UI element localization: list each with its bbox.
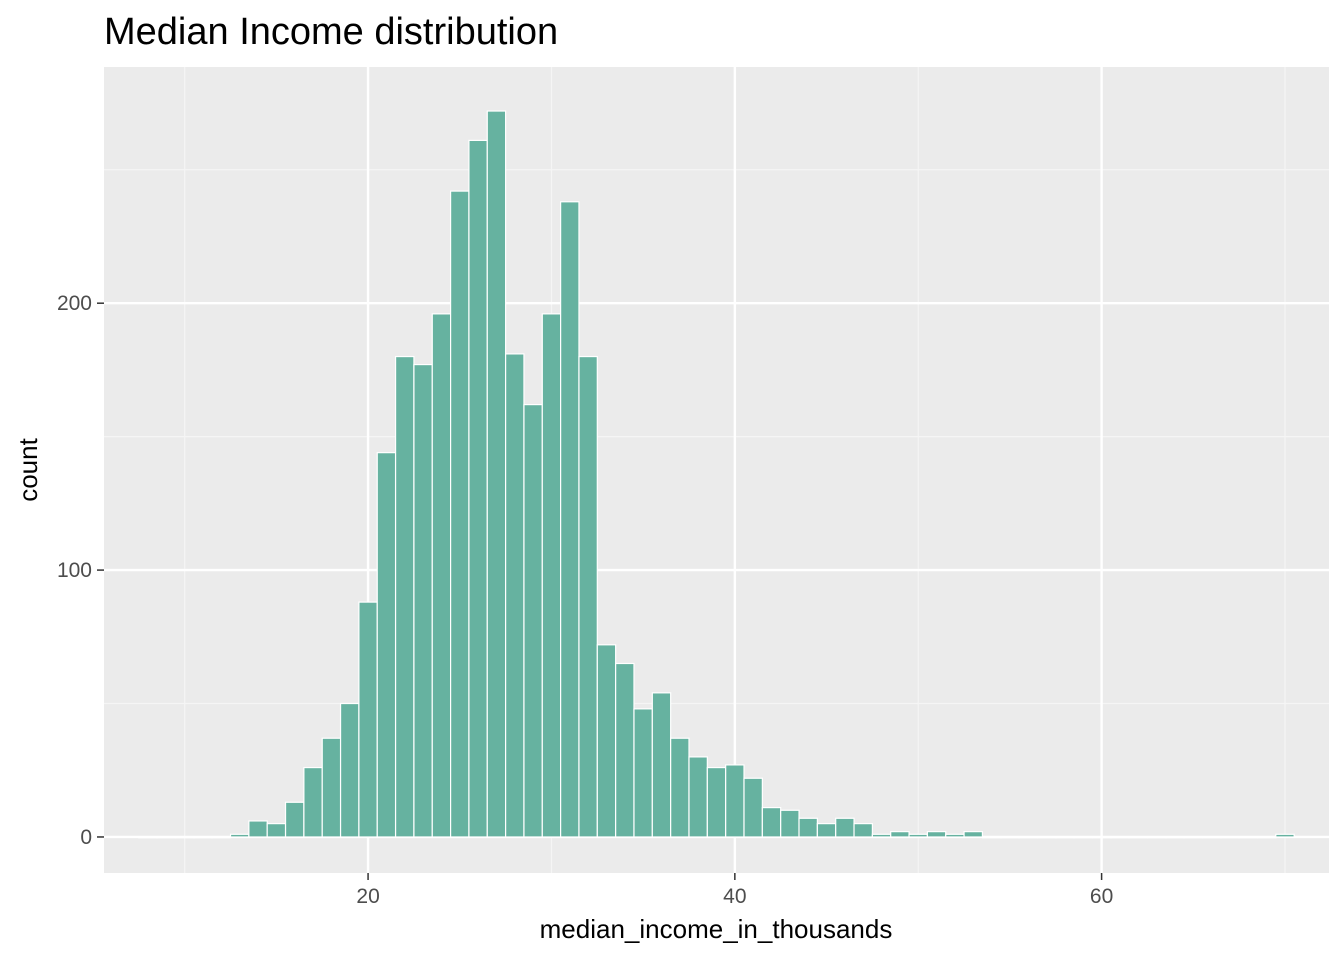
histogram-bar xyxy=(376,452,397,838)
histogram-bar xyxy=(211,836,232,839)
histogram-bar xyxy=(908,833,928,838)
y-tick-label: 0 xyxy=(80,826,92,849)
x-axis-title: median_income_in_thousands xyxy=(540,914,893,944)
minor-gridlines xyxy=(104,67,1329,873)
histogram-bar xyxy=(541,313,562,838)
histogram-bar xyxy=(596,644,617,838)
histogram-bar xyxy=(266,823,287,838)
x-axis-ticks: 20 40 60 xyxy=(356,873,1113,908)
y-axis-ticks: 0 100 200 xyxy=(57,292,104,849)
histogram-bar xyxy=(431,313,452,838)
histogram-bar xyxy=(633,708,653,838)
histogram-bar xyxy=(1110,836,1130,839)
plot-panel xyxy=(104,67,1329,873)
histogram-bar xyxy=(670,737,690,838)
histogram-bar xyxy=(339,702,360,838)
x-tick-label: 20 xyxy=(356,885,379,908)
histogram-bar xyxy=(229,833,250,838)
histogram-bar xyxy=(1036,836,1057,839)
histogram-bar xyxy=(486,110,507,838)
histogram-bar xyxy=(725,764,745,838)
histogram-bar xyxy=(871,833,892,838)
histogram-bar xyxy=(303,766,323,838)
histogram-bar xyxy=(284,801,305,838)
histogram-bar xyxy=(193,836,213,839)
histogram-bar xyxy=(890,831,910,838)
histogram-bar xyxy=(963,831,984,838)
histogram-bar xyxy=(706,766,727,838)
histogram-bar xyxy=(1165,836,1185,839)
histogram-bar xyxy=(248,820,268,838)
histogram-bar xyxy=(651,692,672,838)
histogram-bar xyxy=(1183,836,1204,839)
y-tick-label: 100 xyxy=(57,559,92,582)
histogram-bar xyxy=(926,831,947,838)
x-tick-label: 40 xyxy=(723,885,746,908)
x-tick-label: 60 xyxy=(1090,885,1113,908)
histogram-bar xyxy=(853,823,873,838)
histogram-bar xyxy=(1238,836,1259,839)
histogram-bar xyxy=(394,355,415,838)
histogram-bar xyxy=(156,836,177,839)
histogram-bar xyxy=(798,817,818,838)
histogram-bar xyxy=(1018,836,1039,839)
histogram-bar xyxy=(1055,836,1075,839)
histogram-bar xyxy=(743,777,763,838)
histogram-bar xyxy=(1220,836,1240,839)
histogram-bar xyxy=(835,817,855,838)
y-tick-label: 200 xyxy=(57,292,92,315)
histogram-bar xyxy=(174,836,195,839)
histogram-bar xyxy=(1256,836,1277,839)
histogram-bar xyxy=(358,601,378,838)
histogram-bar xyxy=(816,823,837,838)
histogram-bar xyxy=(449,190,470,838)
histogram-bar xyxy=(321,737,342,838)
histogram-bar xyxy=(1128,836,1149,839)
histogram-bars xyxy=(138,110,1295,839)
histogram-bar xyxy=(761,807,782,838)
histogram-bar xyxy=(560,201,580,838)
histogram-bar xyxy=(945,833,965,838)
histogram-bar xyxy=(1091,836,1112,839)
histogram-bar xyxy=(578,355,598,838)
chart-title: Median Income distribution xyxy=(104,11,558,53)
histogram-bar xyxy=(615,662,635,838)
histogram-bar xyxy=(1275,833,1295,838)
histogram-bar xyxy=(505,353,525,838)
histogram-bar xyxy=(138,836,158,839)
histogram-bar xyxy=(413,363,433,838)
histogram-bar xyxy=(1201,836,1222,839)
histogram-bar xyxy=(981,836,1002,839)
histogram-bar xyxy=(780,809,800,838)
histogram-bar xyxy=(1073,836,1094,839)
histogram-bar xyxy=(688,756,708,838)
histogram-bar xyxy=(1146,836,1167,839)
histogram-bar xyxy=(468,139,488,838)
histogram-bar xyxy=(1000,836,1020,839)
y-axis-title: count xyxy=(13,437,43,501)
histogram-bar xyxy=(523,404,543,838)
